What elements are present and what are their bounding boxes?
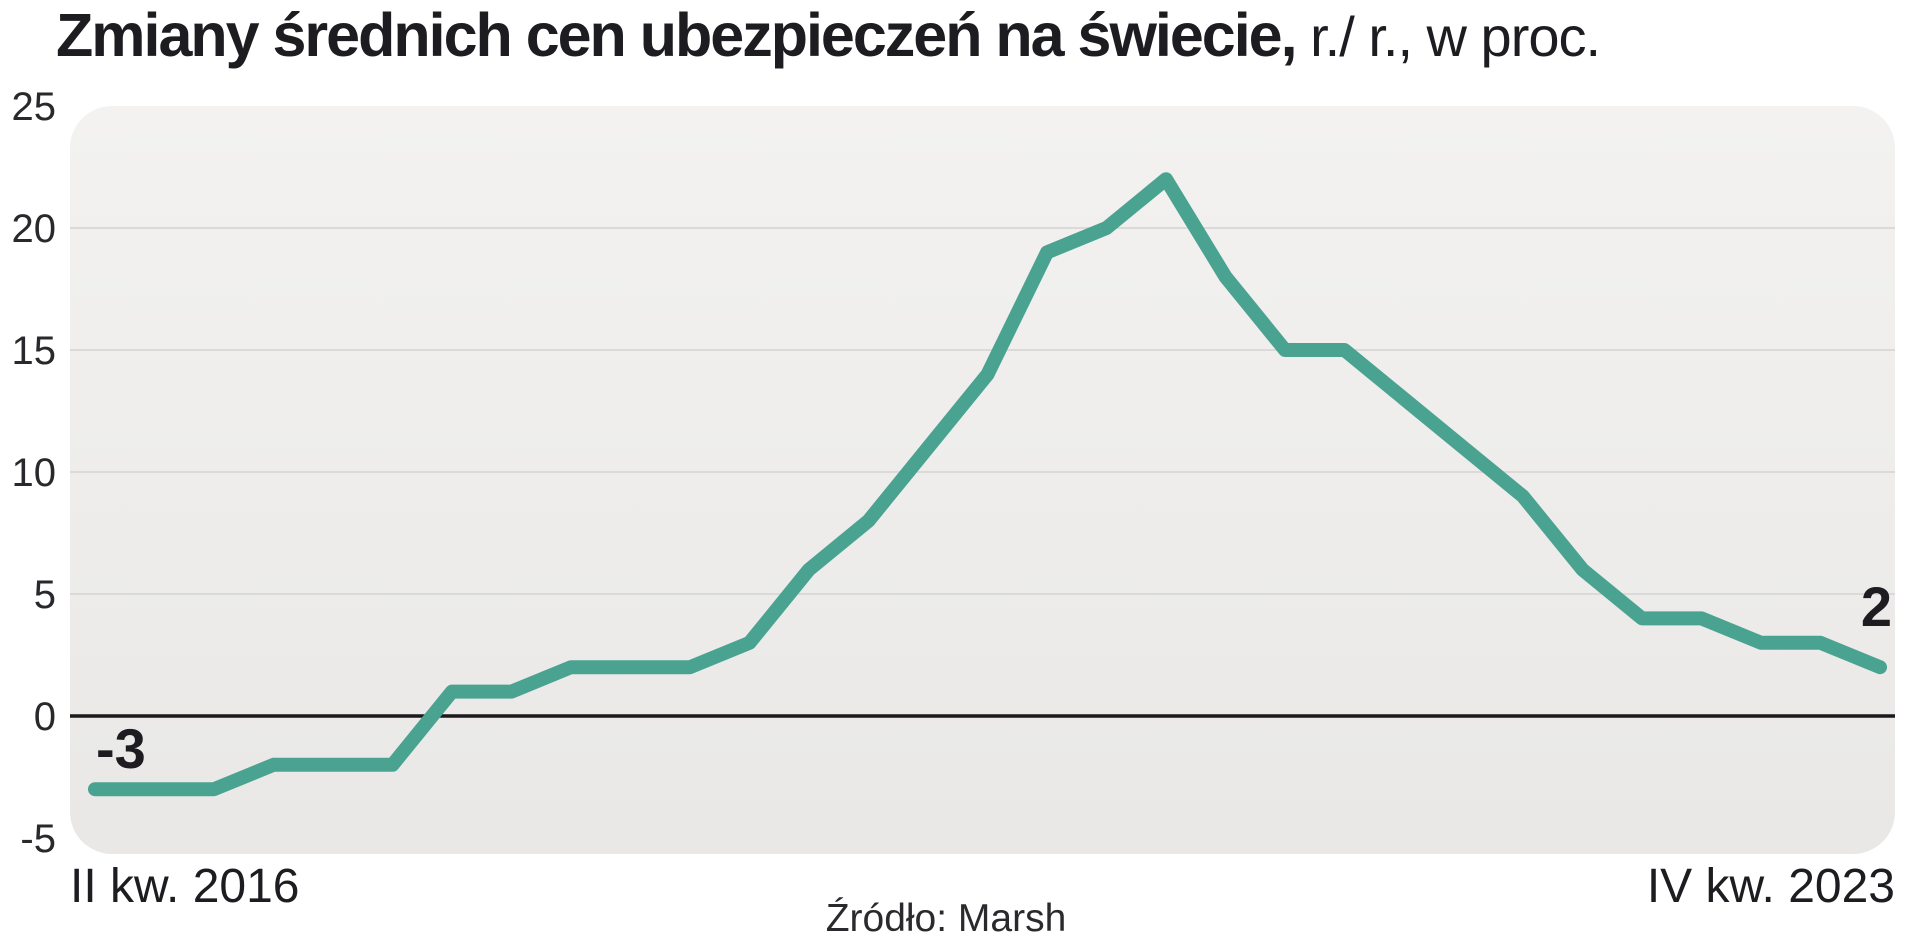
chart-title: Zmiany średnich cen ubezpieczeń na świec… [56,0,1601,70]
start-value-label: -3 [96,717,146,780]
x-axis-label-end: IV kw. 2023 [1647,860,1895,913]
y-tick-10: 10 [12,451,57,495]
y-tick-15: 15 [12,329,57,373]
end-value-label: 2 [1861,575,1892,638]
y-axis-tick-labels: 25 20 15 10 5 0 -5 [12,85,57,861]
y-tick-5: 5 [34,573,56,617]
chart-title-main: Zmiany średnich cen ubezpieczeń na świec… [56,1,1298,69]
x-axis-label-start: II kw. 2016 [70,860,299,913]
gridlines [70,227,1895,595]
chart-title-suffix: r./ r., w proc. [1295,5,1601,68]
y-tick-0: 0 [34,695,56,739]
source-label: Źródło: Marsh [826,897,1067,940]
insurance-price-change-line [88,172,1887,797]
plot-area [70,106,1895,854]
y-tick-25: 25 [12,85,57,129]
y-tick-20: 20 [12,207,57,251]
y-tick--5: -5 [20,817,56,861]
